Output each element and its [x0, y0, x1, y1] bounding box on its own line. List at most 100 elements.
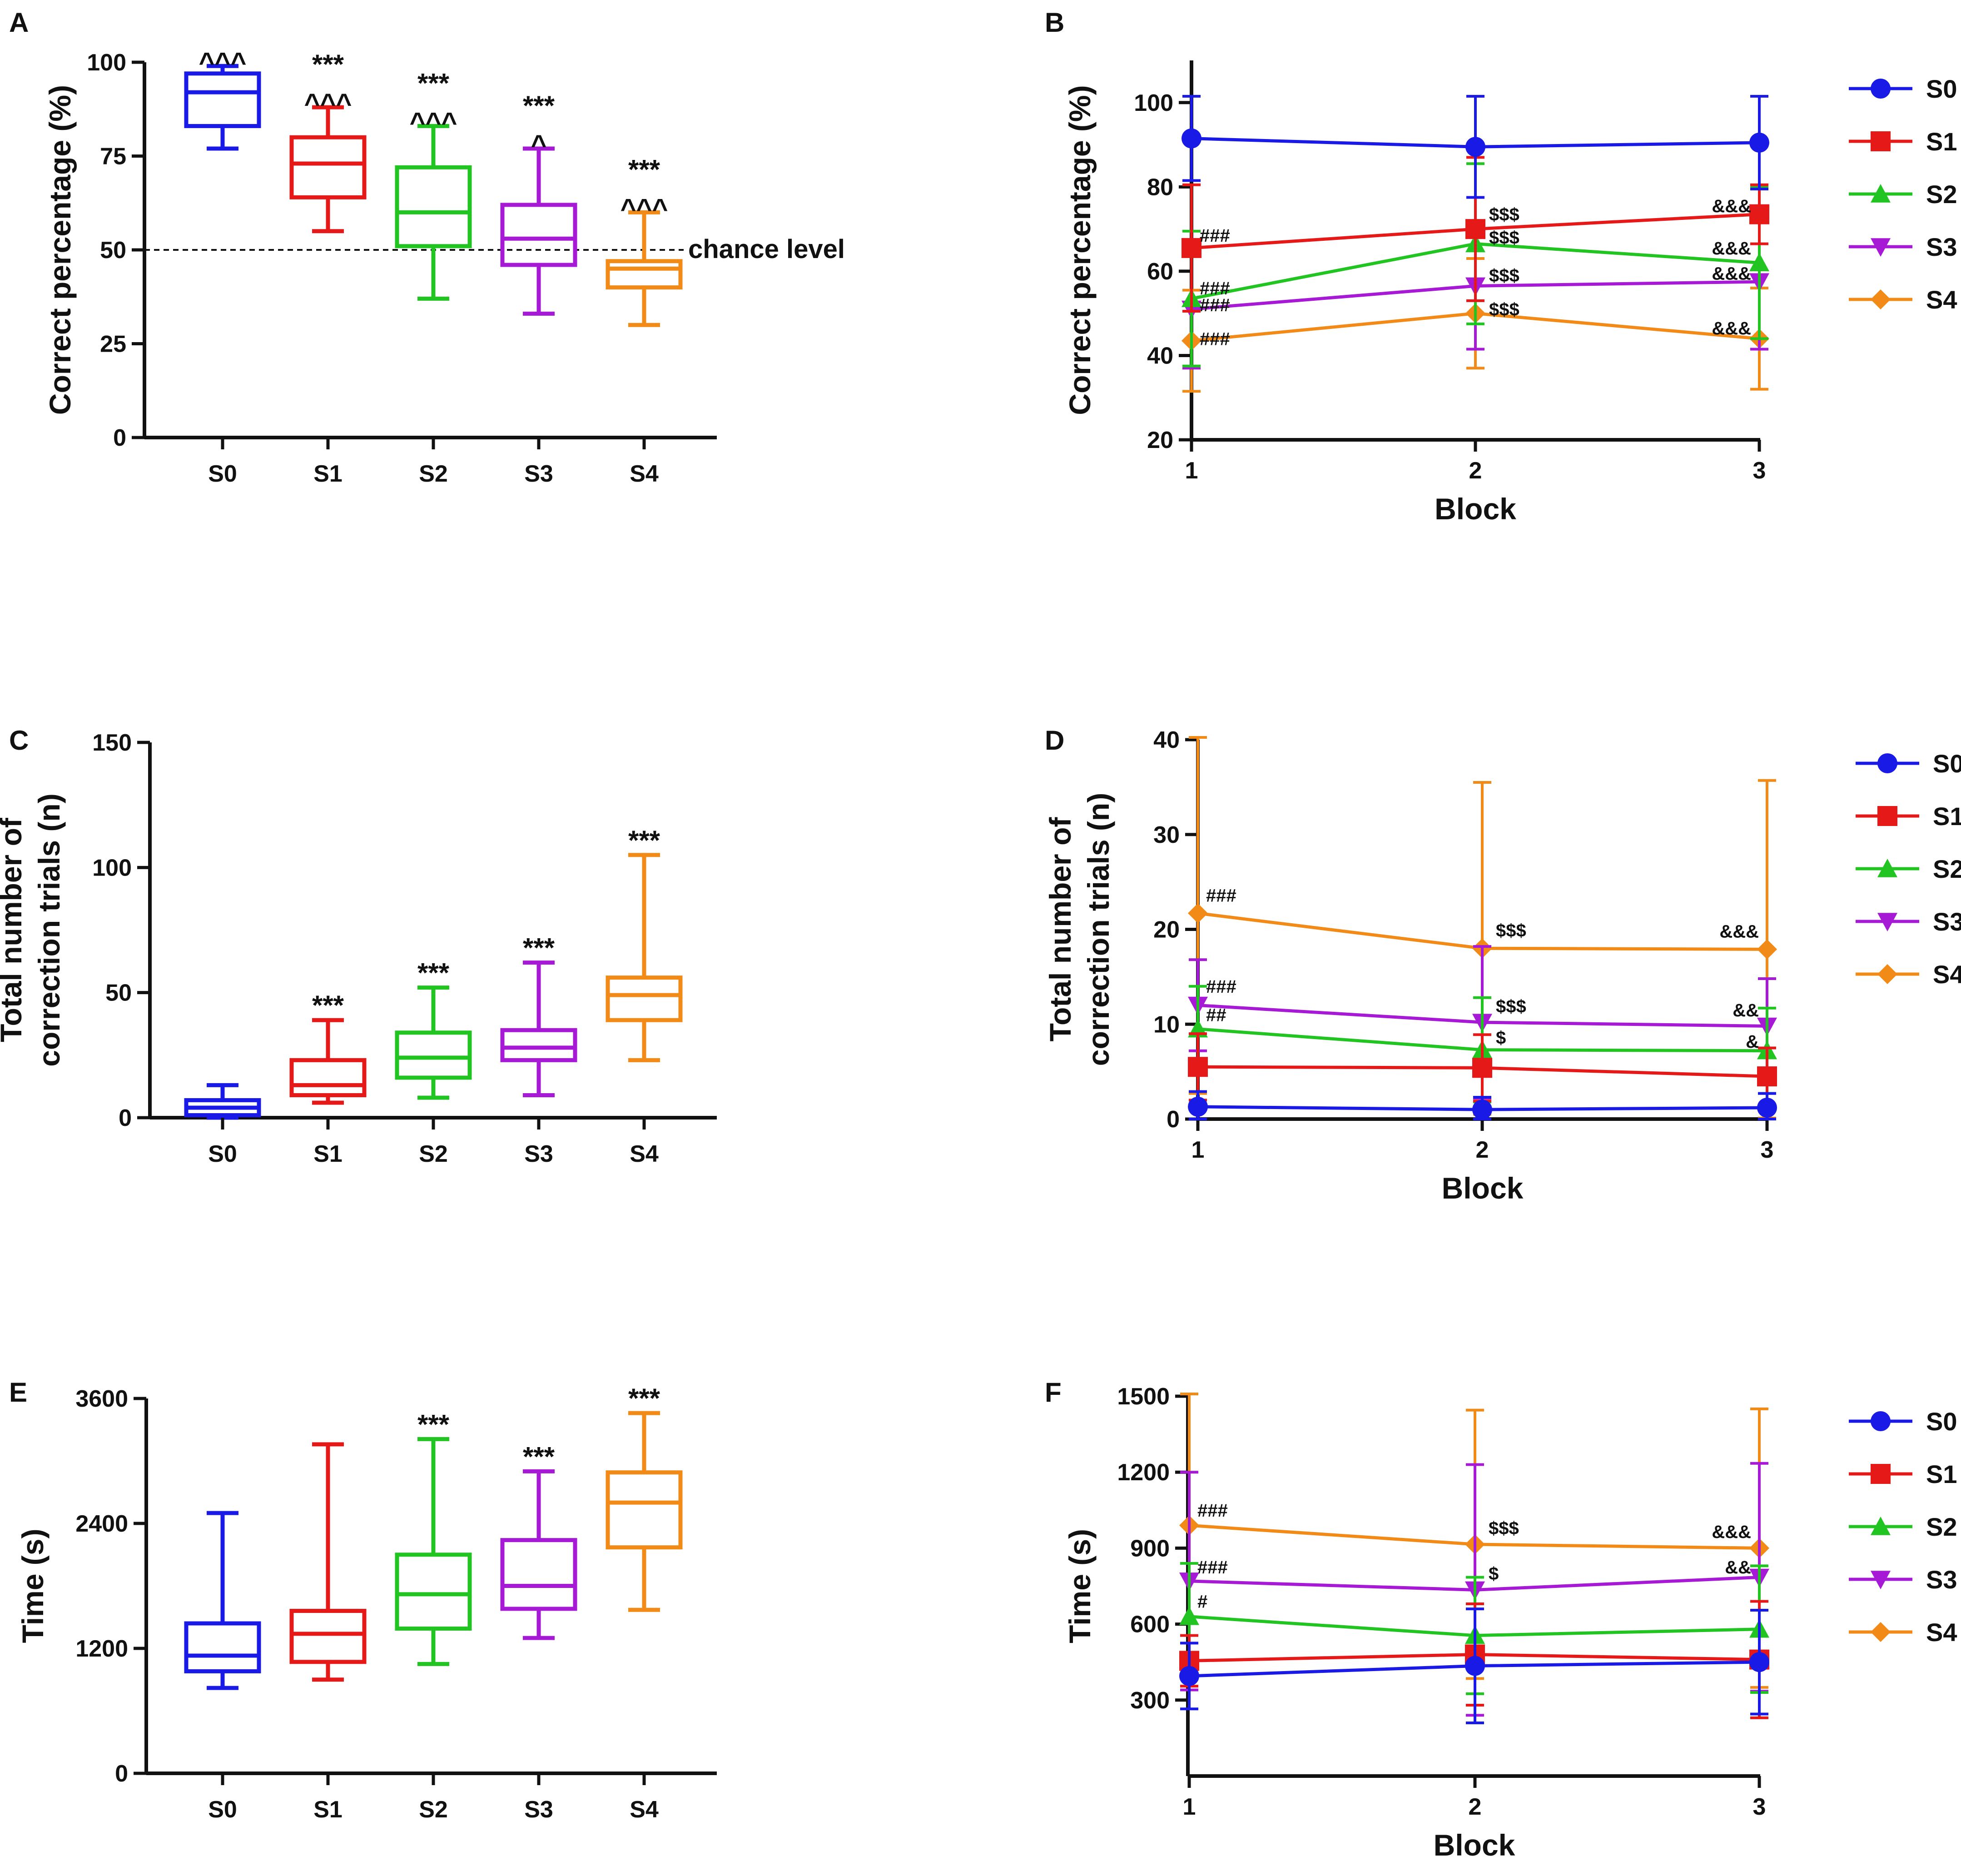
x-tick-label: 1 [1191, 1137, 1205, 1163]
significance-mark: ### [1200, 226, 1230, 246]
significance-mark: *** [312, 49, 344, 80]
significance-mark: ### [1200, 279, 1230, 299]
box-iqr [606, 975, 683, 1022]
y-tick-label: 40 [1153, 727, 1180, 753]
legend-marker [1871, 1571, 1891, 1589]
y-tick-label: 1500 [1117, 1383, 1170, 1410]
data-point [1182, 128, 1201, 149]
legend-marker [1871, 1464, 1891, 1484]
y-tick-label: 25 [100, 331, 126, 358]
y-tick-label: 30 [1153, 822, 1180, 848]
legend-item-S2: S2 [1849, 180, 1957, 209]
x-tick-label: 2 [1469, 1794, 1482, 1820]
significance-mark: ^^^ [199, 47, 246, 77]
significance-mark: *** [628, 825, 660, 856]
significance-mark: # [1197, 1592, 1207, 1612]
legend-item-S0: S0 [1849, 1407, 1957, 1436]
significance-mark: *** [523, 90, 555, 121]
data-point [1749, 132, 1769, 153]
significance-mark: ^ [531, 129, 546, 160]
significance-mark: ### [1206, 977, 1236, 997]
box-iqr [395, 1030, 472, 1080]
legend-label: S1 [1926, 1460, 1957, 1488]
data-point [1757, 1066, 1777, 1087]
y-tick-label: 1200 [75, 1636, 128, 1662]
significance-mark: &&& [1719, 922, 1759, 942]
x-tick-label: S0 [208, 1141, 237, 1167]
significance-mark: *** [628, 154, 660, 184]
significance-mark: &&& [1712, 1522, 1751, 1542]
significance-mark: *** [628, 1383, 660, 1413]
y-axis-title: Correct percentage (%) [1063, 85, 1097, 415]
legend-marker [1871, 1517, 1891, 1535]
y-tick-label: 100 [87, 50, 126, 76]
x-tick-label: S0 [208, 461, 237, 487]
y-tick-label: 0 [119, 1105, 132, 1131]
box-iqr [606, 259, 683, 290]
box-S3 [500, 960, 577, 1097]
legend-item-S3: S3 [1849, 233, 1957, 261]
significance-mark: *** [417, 68, 450, 98]
data-point [1749, 253, 1769, 272]
legend-marker [1871, 289, 1891, 309]
y-axis-title-line: correction trials (n) [32, 793, 66, 1066]
legend-label: S0 [1933, 749, 1961, 778]
y-tick-label: 50 [100, 237, 126, 264]
y-tick-label: 20 [1153, 917, 1180, 943]
panel-A: A 0 25 50 75 100 Correct percentage (%) chance … [9, 7, 845, 487]
legend-marker [1877, 964, 1897, 984]
legend-item-S3: S3 [1856, 907, 1961, 936]
x-tick-label: S1 [313, 1796, 343, 1823]
box-S2 [395, 1437, 472, 1666]
x-tick-label: S4 [630, 1141, 659, 1167]
legend-label: S2 [1926, 180, 1957, 209]
legend-marker [1877, 859, 1897, 877]
data-point [1757, 939, 1777, 960]
significance-mark: $ [1496, 1028, 1506, 1048]
chance-level-label: chance level [688, 234, 845, 264]
legend-marker [1871, 1411, 1891, 1431]
y-tick-label: 10 [1153, 1011, 1180, 1038]
y-tick-label: 100 [92, 855, 132, 881]
significance-mark: && [1725, 1558, 1751, 1577]
x-tick-label: 2 [1469, 458, 1482, 484]
significance-mark: $$$ [1489, 228, 1519, 248]
legend-label: S4 [1926, 1618, 1957, 1647]
y-axis-title-line: correction trials (n) [1082, 793, 1115, 1066]
x-tick-label: 3 [1761, 1137, 1774, 1163]
box-S0 [184, 1511, 261, 1690]
y-tick-label: 20 [1147, 427, 1173, 453]
significance-mark: $$$ [1489, 1518, 1519, 1538]
legend: S0 S1 S2 S3 S4 [1849, 1407, 1957, 1647]
y-tick-label: 3600 [75, 1386, 128, 1412]
y-tick-label: 0 [113, 425, 126, 451]
significance-mark: &&& [1712, 318, 1751, 338]
y-axis-title: Correct percentage (%) [43, 85, 77, 415]
y-tick-label: 40 [1147, 343, 1173, 369]
box-S3 [500, 1469, 577, 1640]
y-tick-label: 75 [100, 144, 126, 170]
box-iqr [500, 1538, 577, 1611]
box-S4 [606, 210, 683, 327]
x-tick-label: S1 [313, 1141, 343, 1167]
significance-mark: ^^^ [304, 88, 352, 119]
x-tick-label: S3 [524, 461, 553, 487]
legend-item-S2: S2 [1849, 1513, 1957, 1541]
significance-mark: ^^^ [620, 193, 668, 224]
legend-item-S4: S4 [1849, 1618, 1957, 1647]
legend-label: S3 [1933, 907, 1961, 936]
legend-item-S3: S3 [1849, 1565, 1957, 1594]
panel-letter: B [1045, 7, 1064, 38]
legend-marker [1877, 753, 1897, 773]
legend-label: S1 [1933, 802, 1961, 831]
series-S0 [1179, 1607, 1769, 1724]
data-point [1465, 219, 1485, 239]
x-tick-label: 3 [1753, 1794, 1766, 1820]
significance-mark: &&& [1712, 239, 1751, 259]
panel-D: D 0 10 20 30 40 Total number of correction tria… [1043, 725, 1961, 1205]
x-tick-label: S2 [419, 1141, 448, 1167]
y-axis-title-line: Total number of [0, 817, 28, 1042]
data-point [1472, 1100, 1492, 1120]
significance-mark: ^^^ [409, 107, 457, 137]
legend-label: S3 [1926, 233, 1957, 261]
